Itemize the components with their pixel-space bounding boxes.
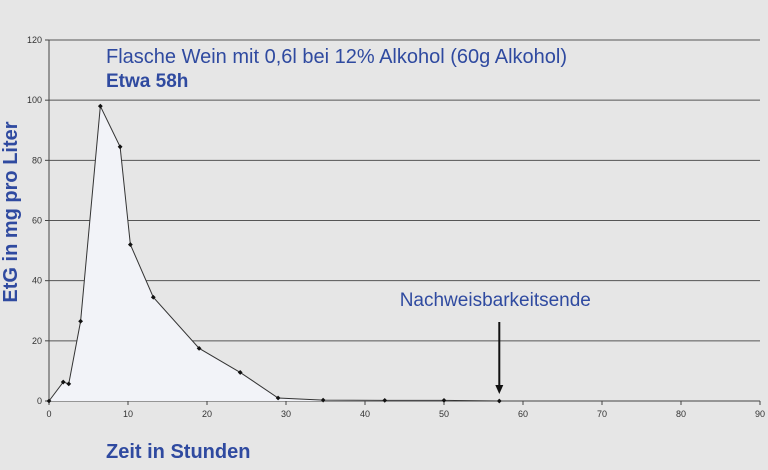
data-point (441, 397, 447, 403)
data-point (60, 379, 66, 385)
data-point (46, 398, 52, 404)
chart-subtitle: Etwa 58h (106, 71, 188, 92)
x-tick-label: 20 (202, 409, 212, 419)
data-point (196, 345, 202, 351)
data-point (66, 381, 72, 387)
x-tick-label: 90 (755, 409, 765, 419)
x-tick-label: 50 (439, 409, 449, 419)
y-tick-label: 120 (27, 35, 42, 45)
x-tick-label: 0 (46, 409, 51, 419)
data-point (382, 397, 388, 403)
annotation-layer: Nachweisbarkeitsende (400, 290, 591, 394)
data-point (237, 370, 243, 375)
data-point (127, 242, 133, 247)
x-tick-label: 40 (360, 409, 370, 419)
x-tick-label: 60 (518, 409, 528, 419)
annotation-label: Nachweisbarkeitsende (400, 290, 591, 311)
annotation-arrow-head (495, 385, 504, 394)
x-tick-label: 30 (281, 409, 291, 419)
data-point (150, 294, 156, 300)
y-tick-label: 40 (32, 276, 42, 286)
data-point (275, 395, 281, 401)
series-area (49, 106, 500, 401)
x-axis-title: Zeit in Stunden (106, 441, 250, 463)
data-point (320, 397, 326, 403)
y-tick-label: 100 (27, 95, 42, 105)
x-tick-label: 70 (597, 409, 607, 419)
y-tick-label: 0 (37, 396, 42, 406)
x-tick-label: 80 (676, 409, 686, 419)
y-tick-label: 60 (32, 216, 42, 226)
y-axis-title: EtG in mg pro Liter (0, 121, 22, 302)
data-point (97, 103, 103, 109)
y-tick-label: 80 (32, 155, 42, 165)
area-layer (49, 106, 500, 401)
chart-title: Flasche Wein mit 0,6l bei 12% Alkohol (6… (106, 46, 567, 68)
point-layer (46, 103, 502, 404)
data-point (496, 398, 502, 404)
data-point (117, 144, 123, 150)
data-point (78, 318, 83, 324)
y-tick-label: 20 (32, 336, 42, 346)
tick-layer: 0 20 40 60 80 100 120 0 10 20 30 40 50 60 70 80 90 (27, 35, 765, 419)
x-tick-label: 10 (123, 409, 133, 419)
